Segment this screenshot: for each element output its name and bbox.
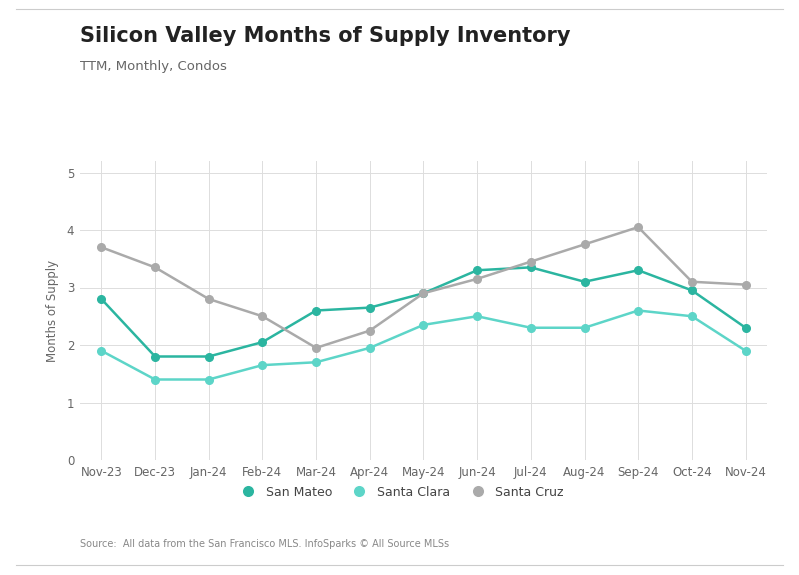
San Mateo [741,324,750,331]
Santa Clara [472,313,482,320]
Line: Santa Cruz: Santa Cruz [97,223,749,352]
Legend: San Mateo, Santa Clara, Santa Cruz: San Mateo, Santa Clara, Santa Cruz [230,481,569,504]
Santa Clara [97,347,106,354]
San Mateo [419,290,428,297]
Santa Clara [634,307,643,314]
San Mateo [204,353,213,360]
Santa Cruz [687,278,697,285]
San Mateo [312,307,321,314]
San Mateo [687,287,697,294]
Santa Clara [741,347,750,354]
Santa Cruz [312,344,321,351]
Santa Clara [365,344,375,351]
Santa Clara [580,324,590,331]
Santa Cruz [150,264,160,271]
Santa Cruz [257,313,267,320]
Line: Santa Clara: Santa Clara [97,306,749,384]
Santa Cruz [365,327,375,334]
Santa Cruz [472,275,482,282]
Santa Clara [204,376,213,383]
Santa Clara [312,359,321,366]
San Mateo [580,278,590,285]
San Mateo [472,267,482,274]
Text: TTM, Monthly, Condos: TTM, Monthly, Condos [80,60,227,74]
Santa Cruz [634,224,643,231]
Text: Silicon Valley Months of Supply Inventory: Silicon Valley Months of Supply Inventor… [80,26,570,46]
San Mateo [97,296,106,302]
Santa Cruz [580,241,590,248]
Santa Cruz [97,244,106,251]
Line: San Mateo: San Mateo [97,263,749,361]
San Mateo [634,267,643,274]
Santa Clara [687,313,697,320]
San Mateo [150,353,160,360]
Santa Clara [150,376,160,383]
Santa Clara [257,362,267,369]
Text: Source:  All data from the San Francisco MLS. InfoSparks © All Source MLSs: Source: All data from the San Francisco … [80,539,449,549]
San Mateo [257,339,267,346]
Santa Cruz [741,281,750,288]
Santa Clara [526,324,535,331]
Santa Clara [419,321,428,328]
Santa Cruz [526,258,535,265]
San Mateo [365,304,375,311]
Santa Cruz [419,290,428,297]
Santa Cruz [204,296,213,302]
Y-axis label: Months of Supply: Months of Supply [46,259,58,362]
San Mateo [526,264,535,271]
